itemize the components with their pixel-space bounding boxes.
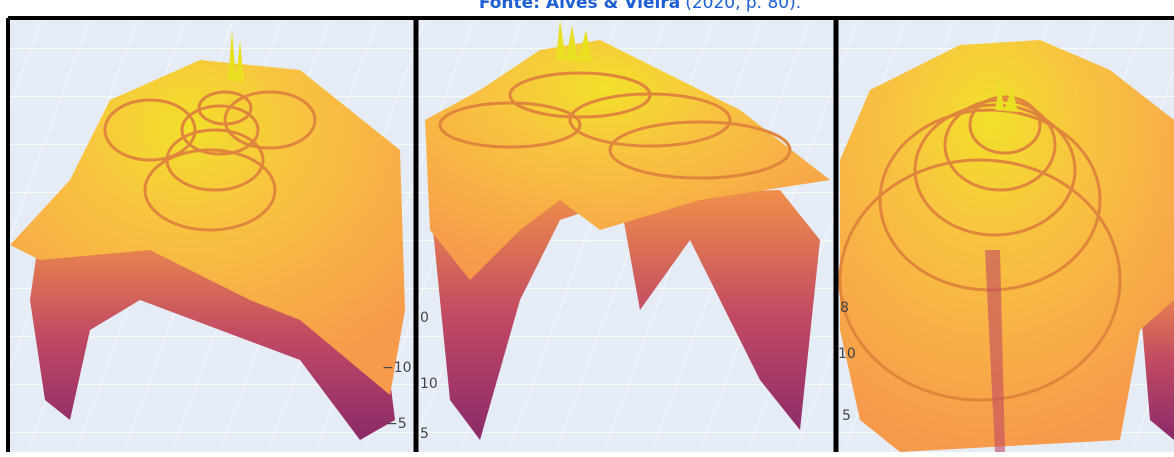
caption-source: Fonte: Alves & Vieira — [479, 0, 680, 13]
tick-label: 8 — [840, 300, 849, 316]
tick-label: 5 — [420, 426, 429, 442]
panel-3: 8 10 5 — [838, 18, 1174, 452]
page: Fonte: Alves & Vieira (2020, p. 80). −10 … — [0, 0, 1174, 452]
tick-label: −10 — [382, 360, 412, 376]
caption-citation: (2020, p. 80). — [685, 0, 801, 13]
tick-label: 10 — [420, 376, 438, 392]
tick-label: 0 — [420, 310, 429, 326]
panel-1: −10 −5 — [8, 18, 416, 452]
panel-2: 0 10 5 — [418, 18, 834, 452]
tick-label: 5 — [842, 408, 851, 424]
caption: Fonte: Alves & Vieira (2020, p. 80). — [479, 0, 801, 13]
tick-label: 10 — [838, 346, 856, 362]
tick-label: −5 — [386, 416, 407, 432]
figure: Fonte: Alves & Vieira (2020, p. 80). −10 … — [0, 0, 1174, 452]
